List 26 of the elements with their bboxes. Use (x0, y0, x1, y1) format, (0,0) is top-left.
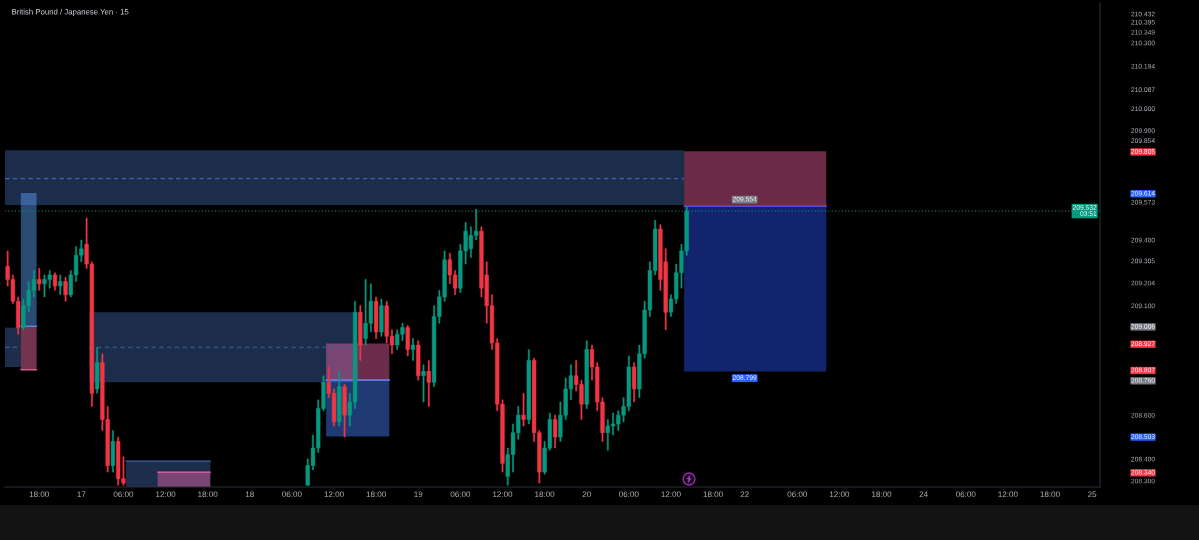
x-tick-label: 12:00 (493, 491, 513, 498)
x-tick-label: 24 (919, 491, 928, 497)
x-tick-label: 06:00 (113, 491, 134, 498)
x-tick-label: 17 (77, 491, 86, 497)
x-tick-label: 06:00 (450, 491, 471, 498)
x-tick-label: 18:00 (872, 491, 892, 498)
x-tick-label: 22 (740, 491, 749, 497)
x-tick-label: 18:00 (1040, 491, 1060, 498)
x-tick-label: 12:00 (829, 491, 850, 498)
x-tick-label: 06:00 (787, 491, 808, 498)
x-tick-label: 12:00 (998, 491, 1018, 498)
x-tick-label: 19 (414, 491, 423, 498)
x-tick-label: 18:00 (535, 491, 555, 498)
x-tick-label: 06:00 (619, 491, 639, 498)
x-tick-label: 06:00 (282, 491, 302, 498)
x-tick-label: 06:00 (955, 491, 976, 498)
x-tick-label: 18:00 (366, 491, 386, 498)
x-tick-label: 12:00 (324, 491, 344, 498)
x-tick-label: 12:00 (661, 491, 681, 498)
x-tick-label: 25 (1088, 491, 1097, 498)
x-tick-label: 12:00 (156, 491, 176, 498)
x-tick-label: 20 (582, 491, 591, 498)
x-tick-label: 18 (245, 491, 254, 498)
x-tick-label: 18:00 (703, 491, 723, 498)
x-tick-label: 18:00 (29, 491, 49, 498)
x-tick-label: 18:00 (198, 491, 218, 498)
